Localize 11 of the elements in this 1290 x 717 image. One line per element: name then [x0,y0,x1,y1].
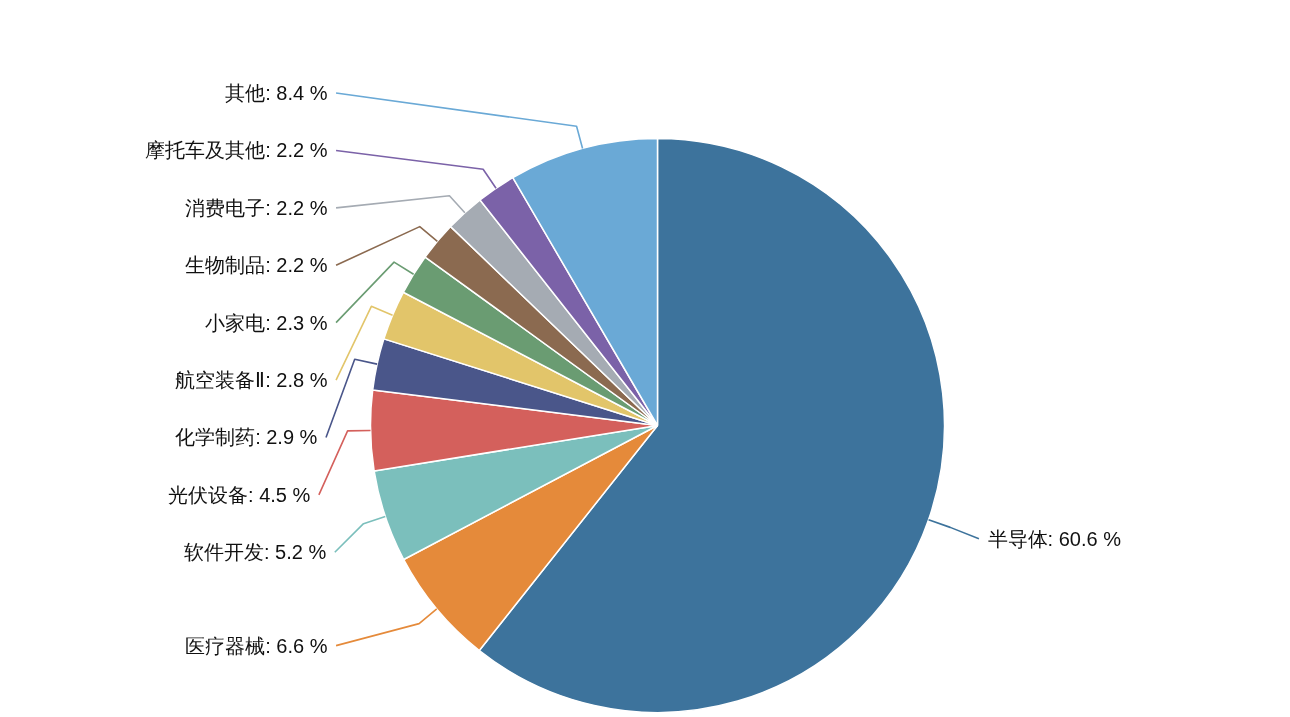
slice-label: 医疗器械: 6.6 % [185,634,328,657]
slice-label: 软件开发: 5.2 % [183,541,327,564]
slice-label: 消费电子: 2.2 % [185,196,328,219]
slice-label: 生物制品: 2.2 % [185,254,328,277]
slice-label: 半导体: 60.6 % [987,527,1122,550]
slice-label: 光伏设备: 4.5 % [168,483,311,506]
slice-label: 其他: 8.4 % [225,82,328,105]
slice-label: 小家电: 2.3 % [205,311,328,334]
slice-label: 航空装备Ⅱ: 2.8 % [175,369,328,392]
slice-label: 化学制药: 2.9 % [175,426,318,449]
slice-label: 摩托车及其他: 2.2 % [145,139,328,162]
